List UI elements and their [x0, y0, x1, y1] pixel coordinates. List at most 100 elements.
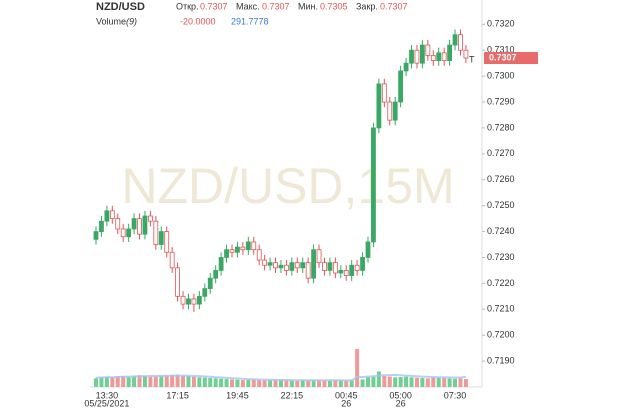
candle-body [267, 262, 273, 266]
candle-body [229, 249, 235, 253]
x-tick-label: 19:45 [226, 390, 249, 400]
volume-bar [311, 379, 316, 387]
candle-body [164, 231, 170, 253]
volume-bar [246, 379, 251, 387]
x-tick-label: 07:30 [444, 390, 467, 400]
volume-bar [251, 379, 256, 387]
y-tick-label: 0.7200 [487, 330, 515, 340]
volume-bar [431, 377, 436, 387]
x-tick-label: 13:30 [96, 390, 119, 400]
volume-bar [110, 376, 115, 387]
volume-bar [202, 377, 207, 387]
volume-bar [208, 378, 213, 387]
candle-body [322, 262, 327, 271]
candle-body [452, 34, 458, 46]
volume-bar [213, 378, 218, 387]
candle-body [109, 210, 115, 220]
candle-body [153, 220, 159, 245]
candle-body [409, 49, 414, 64]
candle-body [447, 44, 453, 61]
volume-bar [393, 377, 398, 387]
low-value: 0.7305 [320, 1, 348, 11]
x-tick-sublabel: 26 [341, 398, 351, 408]
volume-bar [425, 378, 430, 387]
volume-bar [295, 380, 300, 387]
candle-body [202, 288, 208, 297]
volume-bar [170, 374, 175, 387]
volume-bar [104, 376, 109, 387]
volume-bar [453, 378, 458, 387]
volume-bar [355, 349, 360, 387]
y-tick-label: 0.7290 [487, 96, 515, 106]
volume-bar [289, 380, 294, 387]
candle-body [436, 52, 442, 61]
volume-bar [268, 380, 273, 387]
volume-bar [197, 377, 202, 387]
candle-body [430, 55, 436, 61]
volume-bar [344, 380, 349, 387]
volume-bar [219, 378, 224, 387]
volume-ma-value: 291.7778 [231, 16, 269, 26]
y-tick-label: 0.7280 [487, 122, 515, 132]
candle-body [99, 220, 104, 232]
candle-body [180, 295, 186, 305]
open-label: Откр. [176, 1, 199, 11]
candle-body [137, 218, 142, 235]
volume-bar [420, 378, 425, 387]
volume-bar [317, 380, 322, 387]
candle-body [256, 249, 262, 261]
candle-body [120, 228, 126, 238]
volume-ma [95, 373, 467, 382]
candle-body [283, 264, 289, 271]
y-tick-label: 0.7250 [487, 200, 515, 210]
y-tick-label: 0.7190 [487, 355, 515, 365]
volume-bar [94, 378, 98, 387]
candle-body [360, 257, 365, 271]
volume-bar [409, 377, 414, 387]
last-marker: T [469, 54, 475, 64]
last-price-tag [484, 51, 538, 64]
volume-bar [360, 379, 365, 387]
candle-body [240, 246, 246, 251]
candle-body [104, 210, 110, 222]
candle-body [218, 257, 224, 271]
candle-body [463, 49, 469, 59]
candle-body [245, 241, 251, 251]
candle-body [142, 215, 148, 235]
volume-bar [436, 377, 441, 387]
volume-change: -20.0000 [180, 16, 216, 26]
x-tick-label: 22:15 [281, 390, 304, 400]
volume-bar [121, 375, 126, 387]
candle-body [147, 215, 153, 222]
y-tick-label: 0.7260 [487, 174, 515, 184]
volume-bar [153, 376, 158, 387]
x-tick-sublabel: 05/25/2021 [84, 398, 129, 408]
low-label: Мин. [298, 1, 318, 11]
y-tick-label: 0.7320 [487, 19, 515, 29]
candle-body [316, 249, 322, 264]
volume-bar [278, 379, 283, 387]
candle-body [235, 246, 240, 253]
volume-bar [414, 377, 419, 387]
candle-body [305, 262, 311, 279]
volume-bar [327, 380, 332, 387]
candle-body [392, 101, 398, 121]
candle-body [191, 298, 197, 305]
y-tick-label: 0.7210 [487, 304, 515, 314]
x-tick-label: 17:15 [166, 390, 189, 400]
candle-body [169, 251, 175, 269]
candle-body [376, 83, 382, 129]
candle-body [224, 249, 229, 258]
volume-bar [398, 376, 403, 387]
volume-bar [376, 371, 381, 387]
high-value: 0.7307 [262, 1, 290, 11]
x-tick-sublabel: 26 [396, 398, 406, 408]
candle-body [126, 228, 132, 238]
y-tick-label: 0.7270 [487, 148, 515, 158]
candle-body [262, 259, 268, 266]
candle-body [441, 52, 447, 61]
candle-body [387, 101, 393, 121]
volume-bar [404, 376, 409, 387]
candle-body [158, 231, 164, 245]
y-tick-label: 0.7310 [487, 45, 515, 55]
